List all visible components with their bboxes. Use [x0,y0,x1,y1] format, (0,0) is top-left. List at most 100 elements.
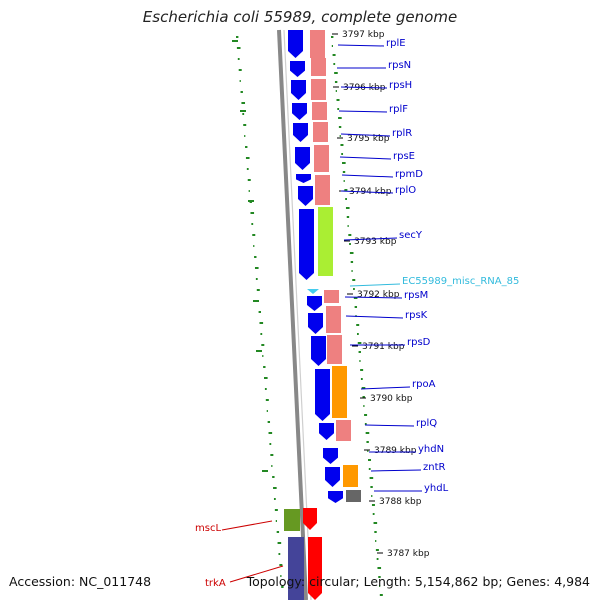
gc-skew-dash [373,522,378,524]
gc-skew-dash [268,432,273,434]
genome-summary: Topology: circular; Length: 5,154,862 bp… [246,574,590,589]
tick-label: 3787 kbp [387,549,430,559]
feature-ring-track [310,30,361,502]
gene-label-rplr: rplR [392,128,412,139]
gc-skew-dash [251,223,254,225]
gene-label-rpsd: rpsD [407,337,431,348]
gc-skew-dash [256,289,260,291]
backbone-outer-line [277,29,308,600]
gc-skew-dash [346,216,350,218]
gc-skew-dash [279,564,283,566]
gc-skew-dash [269,443,272,445]
gc-skew-dash [353,288,355,290]
gc-skew-dash [364,414,368,416]
gc-skew-dash [333,63,336,65]
gc-skew-dash [245,146,248,148]
gene-leader-line [221,520,273,531]
gc-skew-dash [277,542,282,544]
gc-skew-dash [336,99,340,101]
gc-skew-dash [242,113,245,115]
gc-skew-dash [337,108,340,110]
gene-label-rpsm: rpsM [404,290,428,301]
tick-label: 3792 kbp [357,290,400,300]
gc-skew-dash [270,454,274,456]
gc-skew-dash [273,498,276,500]
gc-skew-dash [264,377,268,379]
gene-label-rplo: rplO [395,185,416,196]
gc-skew-dash [371,495,373,497]
gc-skew-dash [280,575,282,577]
misc-rna-marker [307,289,319,294]
gc-skew-dash [342,162,346,164]
gc-skew-track [232,36,383,596]
tick-label: 3790 kbp [370,394,413,404]
gene-leader-line [229,565,284,583]
gene-label-rpsk: rpsK [405,310,428,321]
cds-track [288,30,343,503]
gc-skew-dash [353,297,358,299]
gene-leader-line [370,469,422,472]
gene-label-mscl: mscL [195,523,221,534]
gene-leader-line [338,110,388,113]
gc-skew-dash [356,324,360,326]
gc-skew-dash [266,410,268,412]
gene-label-rpsh: rpsH [389,80,412,91]
cds-arrow [315,369,330,421]
gc-skew-dash [240,91,243,93]
gc-skew-dash [369,477,374,479]
gc-skew-dash [252,234,256,236]
gc-skew-dash [338,117,342,119]
tick-label: 3788 kbp [379,497,422,507]
gc-skew-dash [378,576,381,578]
gene-leader-line [360,386,411,390]
gc-skew-dash [275,520,277,522]
gc-skew-dash [334,81,338,83]
gene-label-ec55989_misc_rna_85: EC55989_misc_RNA_85 [402,276,519,287]
gc-skew-dash [265,399,269,401]
gene-label-rpsn: rpsN [388,60,411,71]
gc-skew-dash [267,421,271,423]
gc-skew-dash [357,342,362,344]
gc-skew-dash [352,279,356,281]
feature-ring-block [336,420,351,441]
gc-skew-dash [371,504,375,506]
gc-skew-dash [236,47,241,49]
gene-label-rpmd: rpmD [395,169,423,180]
gc-skew-dash [274,509,278,511]
slate-feature [288,537,304,600]
cds-arrow [290,61,305,77]
gene-label-rpse: rpsE [393,151,415,162]
cds-arrow [293,123,308,142]
gene-leader-line [337,44,385,47]
gc-skew-dash [253,245,255,247]
gc-skew-dash [366,441,369,443]
gc-skew-dash [334,72,338,74]
cds-arrow [323,448,338,464]
gene-label-rplf: rplF [389,104,408,115]
gc-skew-dash [375,549,379,551]
gc-skew-dash [248,190,250,192]
gc-skew-dash [379,594,383,596]
map-title: Escherichia coli 55989, complete genome [142,8,458,26]
tick-label: 3797 kbp [342,30,385,40]
gc-skew-dash [344,189,348,191]
gc-skew-dash [349,252,354,254]
cds-arrow [291,80,306,100]
gene-leader-line [341,174,394,178]
gc-skew-dash [359,360,361,362]
feature-ring-block [327,335,342,364]
gc-skew-dash [237,58,240,60]
gc-skew-dash [248,200,254,202]
gene-leader-line [340,190,394,194]
gc-skew-dash [272,476,275,478]
gc-skew-dash [362,396,365,398]
gc-skew-dash [365,432,370,434]
gc-skew-dash [254,256,257,258]
tick-label: 3791 kbp [362,342,405,352]
gc-skew-dash [281,586,284,588]
gene-leader-line [364,424,415,427]
cds-arrow [328,491,343,503]
gc-skew-dash [261,344,265,346]
tick-label: 3795 kbp [347,134,390,144]
